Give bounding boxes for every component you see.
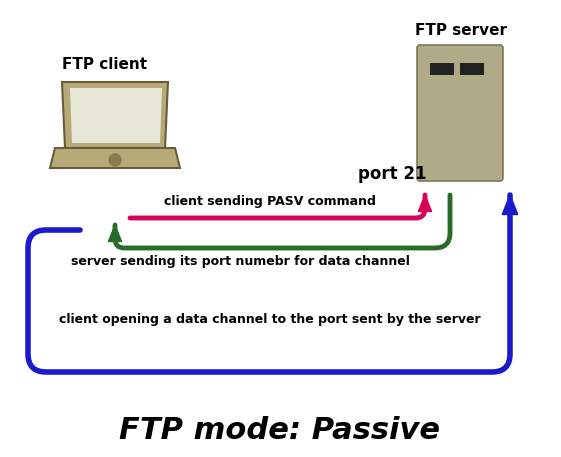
Polygon shape (62, 82, 168, 148)
FancyBboxPatch shape (417, 45, 503, 181)
FancyBboxPatch shape (430, 63, 454, 75)
Circle shape (109, 154, 121, 166)
Text: FTP client: FTP client (62, 57, 147, 72)
Text: FTP server: FTP server (415, 23, 507, 38)
Polygon shape (50, 148, 180, 168)
Text: client sending PASV command: client sending PASV command (164, 195, 376, 208)
Polygon shape (70, 88, 162, 143)
Text: server sending its port numebr for data channel: server sending its port numebr for data … (71, 255, 410, 268)
Polygon shape (502, 195, 518, 214)
Text: client opening a data channel to the port sent by the server: client opening a data channel to the por… (59, 314, 481, 326)
Text: port 21: port 21 (358, 165, 426, 183)
FancyBboxPatch shape (460, 63, 484, 75)
Polygon shape (108, 225, 122, 241)
Polygon shape (419, 195, 431, 212)
Text: FTP mode: Passive: FTP mode: Passive (119, 416, 440, 445)
